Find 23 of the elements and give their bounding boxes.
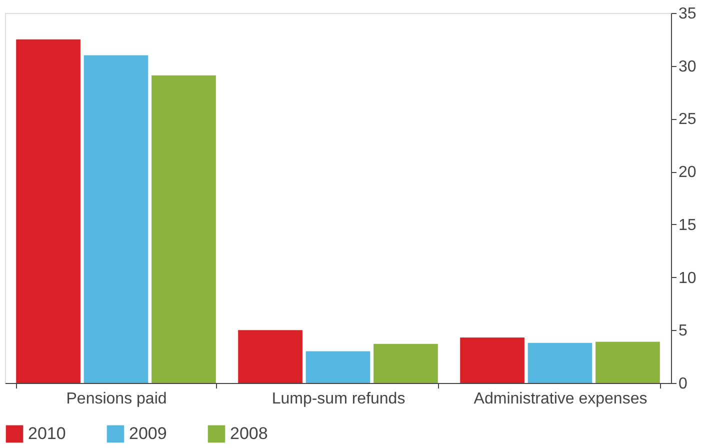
bar <box>84 55 148 383</box>
y-tick-label: 20 <box>678 164 696 182</box>
y-tick-label: 35 <box>678 6 696 22</box>
x-tick-label: Lump-sum refunds <box>272 390 406 408</box>
bar <box>238 330 302 383</box>
y-tick-label: 25 <box>678 111 696 128</box>
bar <box>528 342 592 383</box>
legend-label: 2009 <box>129 424 167 443</box>
bar <box>374 344 438 383</box>
y-tick-label: 0 <box>678 376 688 392</box>
legend-label: 2008 <box>230 424 268 443</box>
y-tick-label: 5 <box>678 322 688 340</box>
y-tick-label: 30 <box>678 58 696 76</box>
x-tick-label: Pensions paid <box>66 390 167 408</box>
bar <box>306 351 370 383</box>
bar <box>460 338 524 383</box>
y-tick-label: 10 <box>678 270 696 287</box>
bar <box>596 342 660 383</box>
x-tick-label: Administrative expenses <box>474 390 648 408</box>
y-tick-label: 15 <box>678 216 696 234</box>
bar <box>16 39 80 383</box>
bar <box>152 75 216 383</box>
legend-label: 2010 <box>28 424 66 443</box>
